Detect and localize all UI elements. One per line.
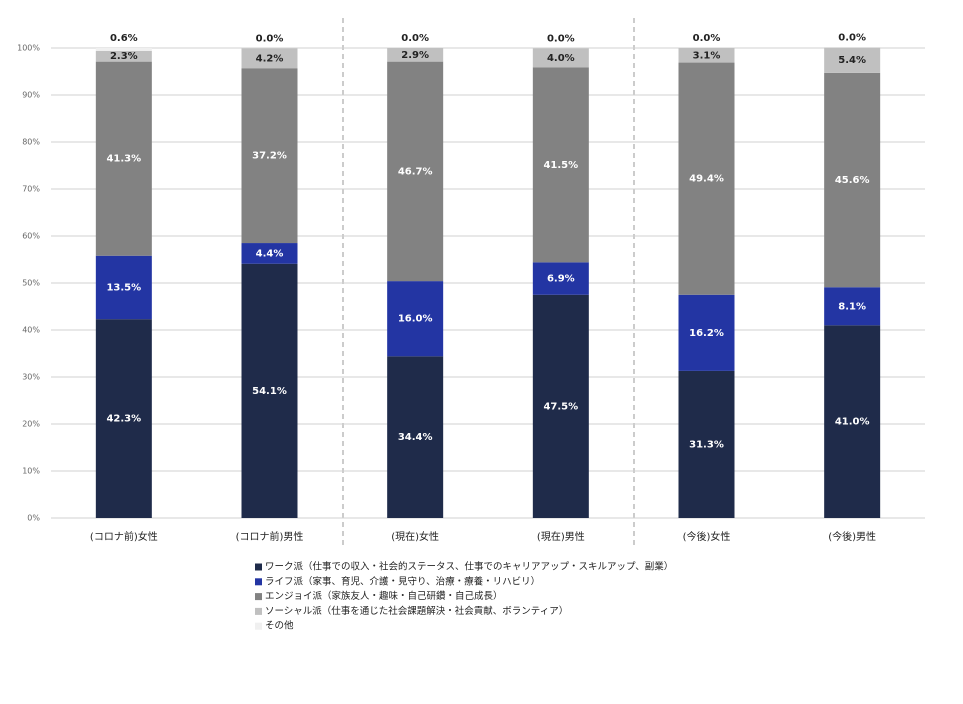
value-label: 41.3% xyxy=(106,154,141,165)
bar-segment xyxy=(95,48,152,51)
x-tick-label: (現在)男性 xyxy=(537,530,585,543)
legend-swatch xyxy=(255,578,262,586)
value-label: 6.9% xyxy=(547,274,575,285)
bar-segment xyxy=(387,61,444,282)
bar-segment xyxy=(241,263,298,518)
value-label: 41.0% xyxy=(835,417,870,428)
bar-segment xyxy=(387,281,444,357)
value-label: 34.4% xyxy=(398,432,433,443)
x-tick-label: (現在)女性 xyxy=(391,530,439,543)
y-tick-label: 10% xyxy=(22,467,40,476)
value-label: 16.0% xyxy=(398,314,433,325)
bar-segment xyxy=(95,255,152,320)
value-label: 8.1% xyxy=(838,301,866,312)
bar-segment xyxy=(95,61,152,256)
value-label: 0.0% xyxy=(256,33,284,44)
bar-segment xyxy=(824,72,881,288)
bar-segment xyxy=(95,50,152,62)
x-tick-label: (今後)女性 xyxy=(683,530,731,543)
y-tick-label: 50% xyxy=(22,279,40,288)
y-tick-label: 80% xyxy=(22,138,40,147)
bar-segment xyxy=(532,294,589,518)
legend-swatch xyxy=(255,563,262,571)
value-label: 54.1% xyxy=(252,386,287,397)
legend-label: ライフ派（家事、育児、介護・見守り、治療・療養・リハビリ） xyxy=(265,575,540,587)
value-label: 2.3% xyxy=(110,51,138,62)
legend-label: その他 xyxy=(265,620,294,632)
value-label: 41.5% xyxy=(543,160,578,171)
legend-swatch xyxy=(255,593,262,601)
bar-segment xyxy=(678,294,735,371)
y-tick-label: 100% xyxy=(17,44,40,53)
legend-swatch xyxy=(255,622,262,630)
value-label: 46.7% xyxy=(398,166,433,177)
y-tick-label: 20% xyxy=(22,420,40,429)
bar-segment xyxy=(95,319,152,518)
legend-label: ワーク派（仕事での収入・社会的ステータス、仕事でのキャリアアップ・スキルアップ、… xyxy=(265,561,673,573)
value-label: 37.2% xyxy=(252,151,287,162)
bar-segment xyxy=(532,48,589,68)
bar-segment xyxy=(532,67,589,263)
bar-segment xyxy=(824,325,881,518)
y-tick-label: 60% xyxy=(22,232,40,241)
bar-segment xyxy=(824,47,881,73)
value-label: 5.4% xyxy=(838,55,866,66)
legend-label: ソーシャル派（仕事を通じた社会課題解決・社会貢献、ボランティア） xyxy=(265,605,568,617)
value-label: 49.4% xyxy=(689,174,724,185)
legend-swatch xyxy=(255,607,262,615)
x-tick-label: (コロナ前)女性 xyxy=(90,530,158,543)
bar-segment xyxy=(678,48,735,63)
bar-segment xyxy=(678,370,735,518)
bar-segment xyxy=(824,287,881,326)
bar-segment xyxy=(241,243,298,264)
value-label: 4.2% xyxy=(256,53,284,64)
value-label: 0.0% xyxy=(838,33,866,44)
value-label: 45.6% xyxy=(835,175,870,186)
value-label: 2.9% xyxy=(401,50,429,61)
value-label: 42.3% xyxy=(106,414,141,425)
y-tick-label: 40% xyxy=(22,326,40,335)
value-label: 0.6% xyxy=(110,33,138,44)
bar-segment xyxy=(241,48,298,69)
value-label: 31.3% xyxy=(689,439,724,450)
y-tick-label: 30% xyxy=(22,373,40,382)
y-tick-label: 90% xyxy=(22,91,40,100)
value-label: 4.4% xyxy=(256,248,284,259)
bar-segment xyxy=(532,262,589,295)
value-label: 0.0% xyxy=(693,33,721,44)
x-tick-label: (今後)男性 xyxy=(828,530,876,543)
y-tick-label: 70% xyxy=(22,185,40,194)
value-label: 3.1% xyxy=(693,50,721,61)
value-label: 13.5% xyxy=(106,282,141,293)
value-label: 16.2% xyxy=(689,328,724,339)
bar-segment xyxy=(241,68,298,244)
value-label: 4.0% xyxy=(547,53,575,64)
value-label: 0.0% xyxy=(547,33,575,44)
bar-segment xyxy=(678,62,735,295)
bar-segment xyxy=(387,48,444,62)
legend-label: エンジョイ派（家族友人・趣味・自己研鑽・自己成長） xyxy=(265,590,503,602)
bar-segment xyxy=(387,356,444,518)
value-label: 47.5% xyxy=(543,401,578,412)
value-label: 0.0% xyxy=(401,33,429,44)
x-tick-label: (コロナ前)男性 xyxy=(236,530,304,543)
y-tick-label: 0% xyxy=(27,514,40,523)
